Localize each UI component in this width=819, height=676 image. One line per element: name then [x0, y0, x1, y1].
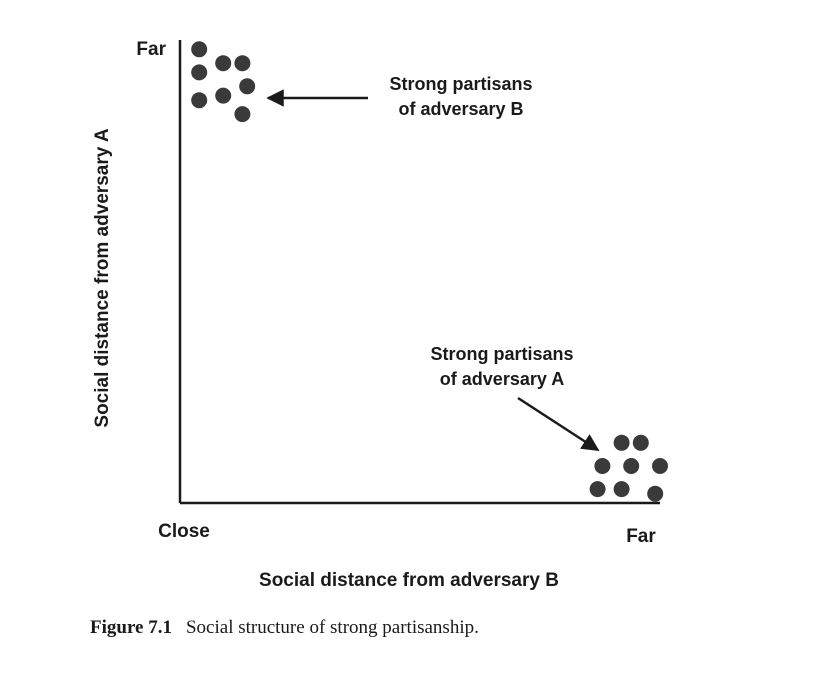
- series-a-point-1: [613, 434, 630, 451]
- series-a-point-6: [589, 481, 606, 498]
- y-tick-label-far: Far: [136, 39, 166, 60]
- annotation-a-arrow: [517, 396, 600, 452]
- series-b-point-2: [191, 64, 208, 81]
- series-b-point-5: [215, 87, 232, 104]
- y-axis-title: Social distance from adversary A: [92, 128, 113, 427]
- series-b-point-8: [234, 106, 251, 123]
- x-tick-label-close: Close: [158, 521, 210, 542]
- annotation-b-line1: Strong partisans: [389, 74, 532, 94]
- series-a-point-7: [613, 481, 630, 498]
- series-b-point-4: [215, 55, 232, 72]
- series-a-point-4: [623, 458, 640, 474]
- figure-caption: Figure 7.1 Social structure of strong par…: [90, 617, 790, 639]
- annotation-a-line2: of adversary A: [440, 369, 564, 389]
- series-b-point-6: [234, 55, 251, 72]
- series-a-point-8: [647, 485, 664, 502]
- series-b-point-1: [191, 41, 208, 58]
- series-a-point-5: [652, 458, 668, 474]
- figure-number: Figure 7.1: [90, 617, 172, 638]
- x-tick-label-far: Far: [626, 526, 656, 547]
- x-axis-title: Social distance from adversary B: [259, 570, 559, 591]
- figure-caption-text: Social structure of strong partisanship.: [185, 617, 479, 638]
- series-b-point-7: [239, 78, 256, 95]
- series-a-point-2: [632, 434, 649, 451]
- points-layer: [191, 41, 668, 502]
- series-a-point-3: [594, 458, 611, 474]
- series-b-point-3: [191, 92, 208, 109]
- annotation-b-line2: of adversary B: [398, 99, 523, 119]
- annotation-a-line1: Strong partisans: [430, 344, 573, 364]
